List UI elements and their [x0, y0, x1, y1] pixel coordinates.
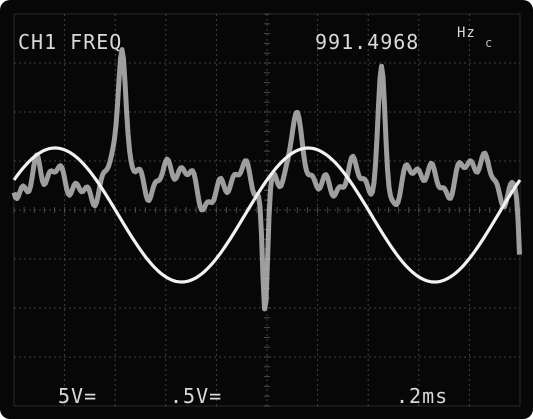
channel-2-trace	[11, 47, 522, 312]
channel-1-volts-per-div: 5V=	[58, 384, 98, 408]
channel-2-volts-per-div: .5V=	[170, 384, 223, 408]
graticule-grid	[13, 13, 521, 407]
frequency-readout: 991.4968	[315, 30, 420, 54]
frequency-unit: Hz	[457, 25, 476, 41]
time-per-div: .2ms	[396, 384, 449, 408]
channel-frequency-label: CH1 FREQ	[18, 30, 123, 54]
channel-1-sine-trace	[12, 146, 522, 284]
frequency-marker: c	[485, 36, 494, 50]
